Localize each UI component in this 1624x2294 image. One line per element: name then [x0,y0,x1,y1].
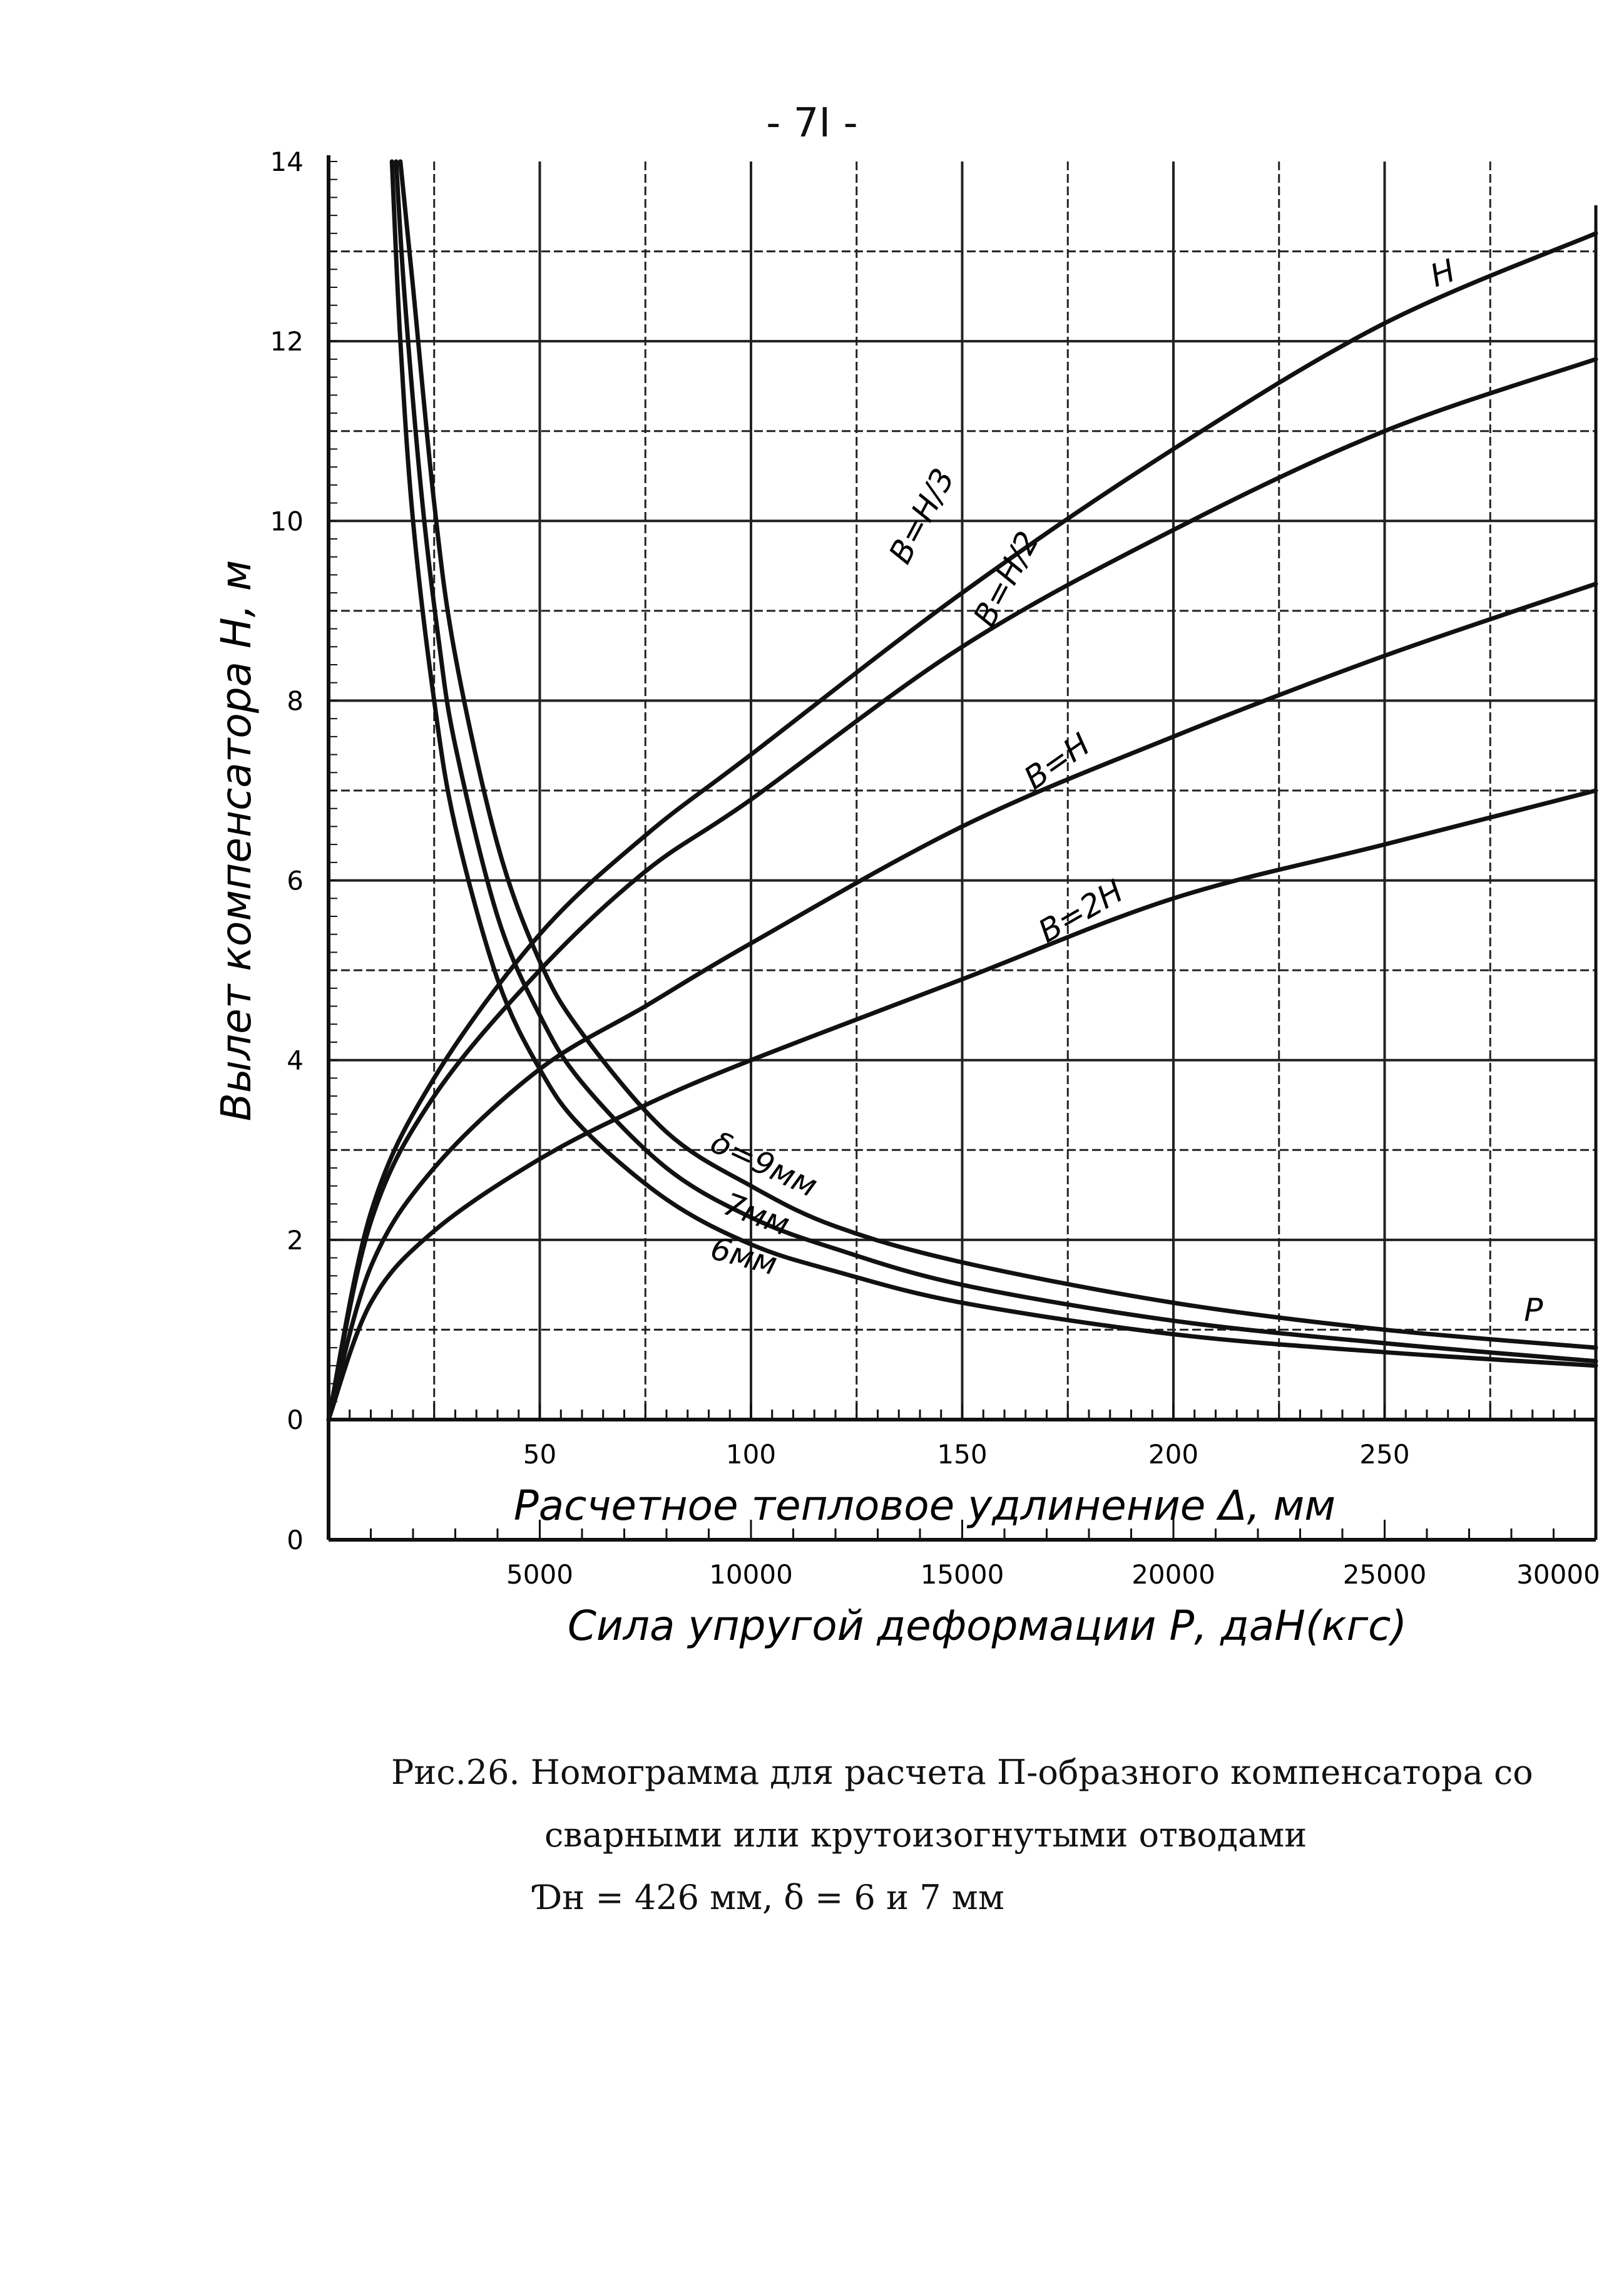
curve-label: Р [1524,1292,1543,1328]
force-tick-label: 30000 [1516,1559,1600,1590]
grid [329,161,1596,1420]
force-tick-label: 15000 [921,1559,1004,1590]
y-tick-label: 0 [287,1405,304,1435]
y-tick-label: 6 [287,866,304,896]
delta-axis-title: Расчетное тепловое удлинение Δ, мм [514,1482,1335,1530]
figure-caption-line-1: Рис.26. Номограмма для расчета П-образно… [391,1753,1533,1792]
delta-tick-label: 250 [1359,1439,1409,1470]
y-tick-label: 10 [270,506,304,536]
y-tick-label: 8 [287,685,304,716]
y-tick-label: 4 [287,1045,304,1076]
figure-caption-line-3: Ɗн = 426 мм, δ = 6 и 7 мм [535,1878,1004,1917]
force-tick-label: 25000 [1343,1559,1427,1590]
y-axis-title: Вылет компенсатора Н, м [212,560,260,1122]
curve-label: Н [1426,252,1460,294]
axes [327,155,1598,1542]
delta-tick-label: 100 [726,1439,776,1470]
y-tick-label: 14 [270,146,304,177]
series-curve-5 [398,159,1598,1350]
series-curve-4 [326,788,1598,1422]
delta-tick-label: 50 [523,1439,556,1470]
figure-caption-line-2: сварными или крутоизогнутыми отводами [544,1815,1307,1855]
series-curve-2 [326,357,1598,1422]
force-tick-label: 5000 [506,1559,573,1590]
force-tick-label: 10000 [709,1559,793,1590]
curve-label: В=Н/3 [882,463,961,570]
series-curve-6 [394,159,1598,1364]
delta-tick-label: 200 [1148,1439,1198,1470]
force-tick-label: 20000 [1131,1559,1215,1590]
series-curve-7 [389,159,1598,1368]
force-axis-title: Сила упругой деформации Р, даН(кгс) [568,1602,1407,1650]
delta-tick-label: 150 [937,1439,987,1470]
series-curve-3 [326,581,1598,1422]
curve-label: В=2Н [1033,873,1130,950]
tick-labels: 0 2 4 6 8 10 12 14 50 100 150 200 250 0 5000 10000 15000… [270,146,1600,1590]
y-tick-label: 12 [270,326,304,357]
y-tick-label: 2 [287,1225,304,1256]
axis-titles: Вылет компенсатора Н, м Расчетное теплово… [212,560,1407,1650]
series [326,159,1598,1422]
force-zero-label: 0 [287,1525,304,1555]
series-curve-1 [326,231,1598,1422]
page-number: - 7I - [766,100,858,146]
